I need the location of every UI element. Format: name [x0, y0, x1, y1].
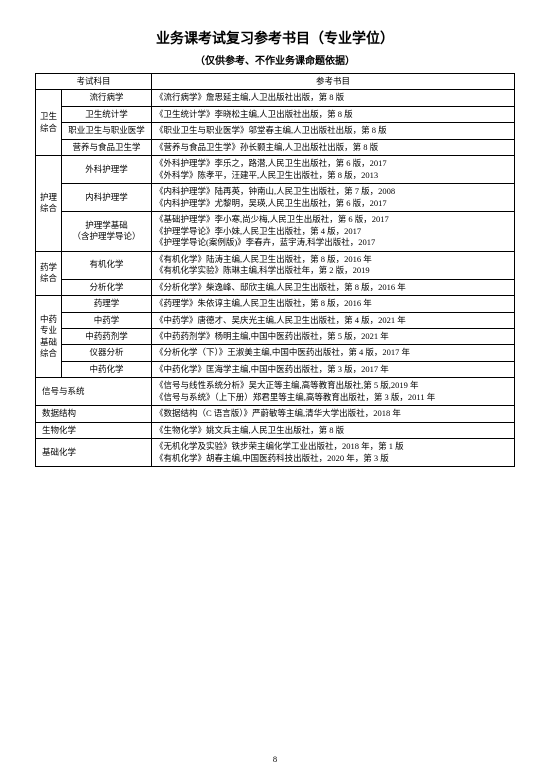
- subject-cell: 有机化学: [62, 251, 152, 279]
- reference-cell: 《生物化学》姚文兵主编,人民卫生出版社，第 8 版: [152, 422, 515, 438]
- reference-cell: 《有机化学》陆涛主编,人民卫生出版社，第 8 版，2016 年《有机化学实验》陈…: [152, 251, 515, 279]
- reference-cell: 《中药学》唐德才、吴庆光主编,人民卫生出版社，第 4 版，2021 年: [152, 312, 515, 328]
- subject-cell: 信号与系统: [36, 378, 152, 406]
- subject-cell: 职业卫生与职业医学: [62, 123, 152, 139]
- subject-cell: 流行病学: [62, 90, 152, 106]
- subject-cell: 药理学: [62, 296, 152, 312]
- reference-cell: 《内科护理学》陆再英，钟南山,人民卫生出版社，第 7 版，2008《内科护理学》…: [152, 184, 515, 212]
- subject-cell: 中药化学: [62, 361, 152, 377]
- category-cell: 卫生综合: [36, 90, 62, 156]
- page-title: 业务课考试复习参考书目（专业学位）: [35, 28, 515, 48]
- reference-cell: 《职业卫生与职业医学》邬堂春主编,人卫出版社出版，第 8 版: [152, 123, 515, 139]
- page-subtitle: （仅供参考、不作业务课命题依据）: [35, 52, 515, 67]
- subject-cell: 中药学: [62, 312, 152, 328]
- subject-cell: 中药药剂学: [62, 328, 152, 344]
- reference-cell: 《中药化学》匡海学主编,中国中医药出版社，第 3 版，2017 年: [152, 361, 515, 377]
- category-cell: 药学综合: [36, 251, 62, 295]
- subject-cell: 数据结构: [36, 406, 152, 422]
- subject-cell: 内科护理学: [62, 184, 152, 212]
- reference-cell: 《基础护理学》李小寒,尚少梅,人民卫生出版社，第 6 版，2017《护理学导论》…: [152, 212, 515, 251]
- category-cell: 中药专业基础综合: [36, 296, 62, 378]
- reference-cell: 《卫生统计学》李晓松主编,人卫出版社出版，第 8 版: [152, 106, 515, 122]
- reference-cell: 《分析化学（下）》王淑美主编,中国中医药出版社，第 4 版，2017 年: [152, 345, 515, 361]
- header-reference: 参考书目: [152, 74, 515, 90]
- reference-cell: 《信号与线性系统分析》吴大正等主编,高等教育出版社,第 5 版,2019 年《信…: [152, 378, 515, 406]
- reference-cell: 《营养与食品卫生学》孙长颢主编,人卫出版社出版，第 8 版: [152, 139, 515, 155]
- subject-cell: 分析化学: [62, 279, 152, 295]
- reference-cell: 《流行病学》詹思延主编,人卫出版社出版，第 8 版: [152, 90, 515, 106]
- reference-cell: 《中药药剂学》杨明主编,中国中医药出版社，第 5 版，2021 年: [152, 328, 515, 344]
- reference-cell: 《分析化学》柴逸峰、邸欣主编,人民卫生出版社，第 8 版，2016 年: [152, 279, 515, 295]
- reference-cell: 《数据结构（C 语言版）》严蔚敏等主编,清华大学出版社，2018 年: [152, 406, 515, 422]
- subject-cell: 仪器分析: [62, 345, 152, 361]
- category-cell: 护理综合: [36, 156, 62, 251]
- reference-cell: 《药理学》朱依谆主编,人民卫生出版社，第 8 版，2016 年: [152, 296, 515, 312]
- subject-cell: 护理学基础（含护理学导论）: [62, 212, 152, 251]
- subject-cell: 营养与食品卫生学: [62, 139, 152, 155]
- reference-cell: 《外科护理学》李乐之，路潜,人民卫生出版社，第 6 版，2017《外科学》陈孝平…: [152, 156, 515, 184]
- header-subject: 考试科目: [36, 74, 152, 90]
- subject-cell: 生物化学: [36, 422, 152, 438]
- page-number: 8: [0, 754, 550, 764]
- subject-cell: 基础化学: [36, 439, 152, 467]
- reference-table: 考试科目参考书目卫生综合流行病学《流行病学》詹思延主编,人卫出版社出版，第 8 …: [35, 73, 515, 467]
- reference-cell: 《无机化学及实验》铁步荣主编化学工业出版社，2018 年，第 1 版《有机化学》…: [152, 439, 515, 467]
- subject-cell: 外科护理学: [62, 156, 152, 184]
- subject-cell: 卫生统计学: [62, 106, 152, 122]
